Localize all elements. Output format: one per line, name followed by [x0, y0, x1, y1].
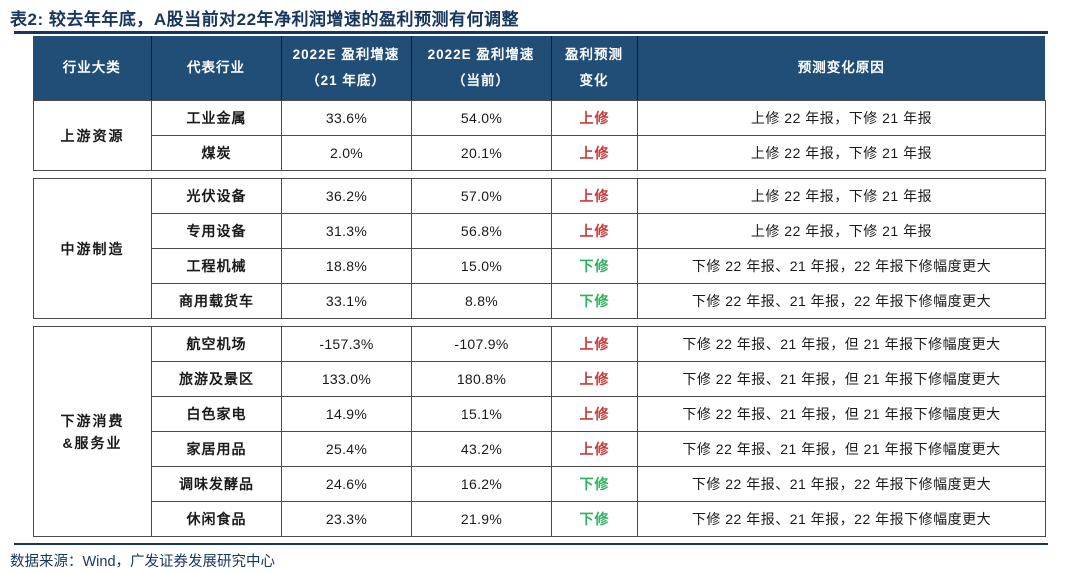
- change-cell: 上修: [551, 326, 638, 362]
- reason-cell: 下修 22 年报、21 年报，但 21 年报下修幅度更大: [637, 361, 1046, 397]
- table-row: 工程机械 18.8% 15.0% 下修 下修 22 年报、21 年报，22 年报…: [34, 248, 1046, 284]
- table-row: 中游制造 光伏设备 36.2% 57.0% 上修 上修 22 年报，下修 21 …: [33, 178, 1046, 319]
- reason-cell: 上修 22 年报，下修 21 年报: [637, 178, 1046, 214]
- table-row: 下游消费 &服务业 航空机场 -157.3% -107.9% 上修 下修 22 …: [33, 326, 1046, 537]
- change-cell: 下修: [551, 501, 638, 537]
- category-cell: 上游资源: [33, 100, 152, 171]
- growth-2021-cell: 36.2%: [281, 178, 412, 214]
- column-header-industry-category: 行业大类: [33, 36, 151, 100]
- growth-current-cell: 180.8%: [411, 361, 552, 397]
- industry-cell: 专用设备: [151, 213, 282, 249]
- industry-cell: 工业金属: [151, 100, 282, 136]
- table-row: 商用载货车 33.1% 8.8% 下修 下修 22 年报、21 年报，22 年报…: [34, 283, 1046, 319]
- column-header-2022e-growth-current: 2022E 盈利增速 （当前）: [410, 36, 551, 100]
- growth-current-cell: 20.1%: [411, 135, 552, 171]
- column-header-2022e-growth-end-2021: 2022E 盈利增速 （21 年底）: [280, 36, 411, 100]
- reason-cell: 下修 22 年报、21 年报，22 年报下修幅度更大: [637, 466, 1046, 502]
- industry-cell: 家居用品: [151, 431, 282, 467]
- industry-cell: 航空机场: [151, 326, 282, 362]
- group-gap: [33, 319, 1045, 326]
- growth-2021-cell: 133.0%: [281, 361, 412, 397]
- growth-2021-cell: -157.3%: [281, 326, 412, 362]
- title-divider: [14, 31, 1048, 34]
- change-cell: 上修: [551, 135, 638, 171]
- growth-2021-cell: 2.0%: [281, 135, 412, 171]
- table-row: 旅游及景区 133.0% 180.8% 上修 下修 22 年报、21 年报，但 …: [34, 361, 1046, 397]
- group-gap: [33, 171, 1045, 178]
- growth-current-cell: 56.8%: [411, 213, 552, 249]
- industry-cell: 休闲食品: [151, 501, 282, 537]
- growth-current-cell: 54.0%: [411, 100, 552, 136]
- data-source: 数据来源：Wind，广发证券发展研究中心: [10, 554, 276, 570]
- growth-2021-cell: 24.6%: [281, 466, 412, 502]
- change-cell: 上修: [551, 213, 638, 249]
- growth-2021-cell: 14.9%: [281, 396, 412, 432]
- industry-cell: 光伏设备: [151, 178, 282, 214]
- column-header-forecast-change: 盈利预测 变化: [550, 36, 637, 100]
- growth-2021-cell: 33.1%: [281, 283, 412, 319]
- group-midstream-manufacturing: 中游制造 光伏设备 36.2% 57.0% 上修 上修 22 年报，下修 21 …: [33, 178, 1046, 319]
- growth-2021-cell: 33.6%: [281, 100, 412, 136]
- table-header: 行业大类 代表行业 2022E 盈利增速 （21 年底） 2022E 盈利增速 （当…: [33, 36, 1045, 100]
- table-row: 家居用品 25.4% 43.2% 上修 下修 22 年报、21 年报，但 21 …: [34, 431, 1046, 467]
- growth-2021-cell: 25.4%: [281, 431, 412, 467]
- table-row: 休闲食品 23.3% 21.9% 下修 下修 22 年报、21 年报，22 年报…: [34, 501, 1046, 537]
- growth-current-cell: 21.9%: [411, 501, 552, 537]
- table-row: 调味发酵品 24.6% 16.2% 下修 下修 22 年报、21 年报，22 年…: [34, 466, 1046, 502]
- page-title: 表2: 较去年年底，A股当前对22年净利润增速的盈利预测有何调整: [10, 10, 520, 29]
- reason-cell: 下修 22 年报、21 年报，22 年报下修幅度更大: [637, 248, 1046, 284]
- reason-cell: 下修 22 年报、21 年报，22 年报下修幅度更大: [637, 501, 1046, 537]
- column-header-representative-industry: 代表行业: [150, 36, 281, 100]
- industry-cell: 商用载货车: [151, 283, 282, 319]
- reason-cell: 下修 22 年报、21 年报，22 年报下修幅度更大: [637, 283, 1046, 319]
- industry-cell: 调味发酵品: [151, 466, 282, 502]
- industry-cell: 旅游及景区: [151, 361, 282, 397]
- table-row: 煤炭 2.0% 20.1% 上修 上修 22 年报，下修 21 年报: [34, 135, 1046, 171]
- change-cell: 下修: [551, 283, 638, 319]
- growth-current-cell: 16.2%: [411, 466, 552, 502]
- category-cell: 下游消费 &服务业: [33, 326, 152, 537]
- bottom-divider: [14, 543, 1048, 545]
- column-header-change-reason: 预测变化原因: [636, 36, 1045, 100]
- reason-cell: 下修 22 年报、21 年报，但 21 年报下修幅度更大: [637, 431, 1046, 467]
- industry-cell: 煤炭: [151, 135, 282, 171]
- growth-current-cell: 15.1%: [411, 396, 552, 432]
- reason-cell: 上修 22 年报，下修 21 年报: [637, 213, 1046, 249]
- change-cell: 上修: [551, 178, 638, 214]
- industry-cell: 工程机械: [151, 248, 282, 284]
- growth-current-cell: -107.9%: [411, 326, 552, 362]
- category-cell: 中游制造: [33, 178, 152, 319]
- reason-cell: 上修 22 年报，下修 21 年报: [637, 100, 1046, 136]
- growth-2021-cell: 18.8%: [281, 248, 412, 284]
- growth-current-cell: 57.0%: [411, 178, 552, 214]
- reason-cell: 下修 22 年报、21 年报，但 21 年报下修幅度更大: [637, 326, 1046, 362]
- table-row: 专用设备 31.3% 56.8% 上修 上修 22 年报，下修 21 年报: [34, 213, 1046, 249]
- change-cell: 下修: [551, 466, 638, 502]
- change-cell: 上修: [551, 396, 638, 432]
- growth-2021-cell: 31.3%: [281, 213, 412, 249]
- growth-2021-cell: 23.3%: [281, 501, 412, 537]
- table-row: 白色家电 14.9% 15.1% 上修 下修 22 年报、21 年报，但 21 …: [34, 396, 1046, 432]
- reason-cell: 下修 22 年报、21 年报，但 21 年报下修幅度更大: [637, 396, 1046, 432]
- table-row: 上游资源 工业金属 33.6% 54.0% 上修 上修 22 年报，下修 21 …: [33, 100, 1046, 171]
- change-cell: 上修: [551, 361, 638, 397]
- forecast-table: 行业大类 代表行业 2022E 盈利增速 （21 年底） 2022E 盈利增速 （当…: [33, 36, 1046, 537]
- change-cell: 上修: [551, 100, 638, 136]
- group-downstream-consumption-services: 下游消费 &服务业 航空机场 -157.3% -107.9% 上修 下修 22 …: [33, 326, 1046, 537]
- change-cell: 下修: [551, 248, 638, 284]
- group-upstream-resources: 上游资源 工业金属 33.6% 54.0% 上修 上修 22 年报，下修 21 …: [33, 100, 1046, 171]
- change-cell: 上修: [551, 431, 638, 467]
- growth-current-cell: 43.2%: [411, 431, 552, 467]
- reason-cell: 上修 22 年报，下修 21 年报: [637, 135, 1046, 171]
- industry-cell: 白色家电: [151, 396, 282, 432]
- growth-current-cell: 15.0%: [411, 248, 552, 284]
- growth-current-cell: 8.8%: [411, 283, 552, 319]
